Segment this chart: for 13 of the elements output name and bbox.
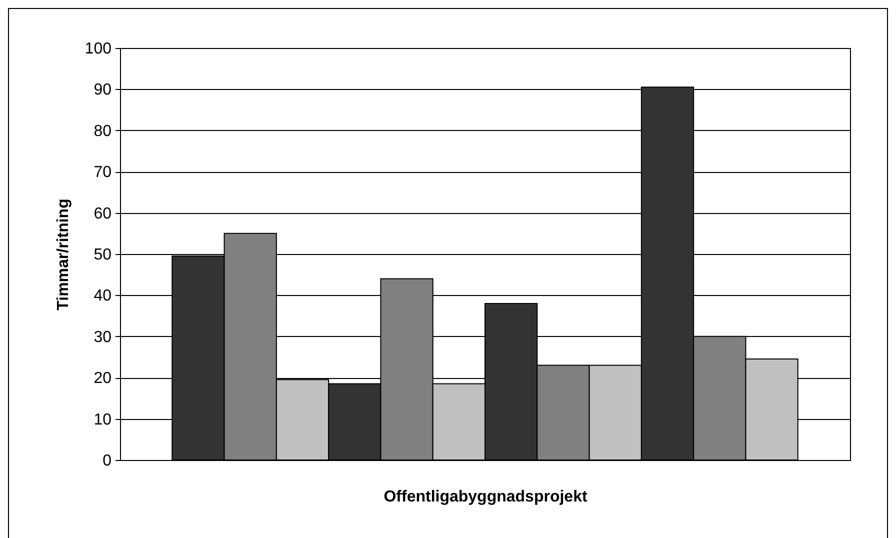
y-tick-label: 0 [102, 452, 112, 470]
y-tick-label: 90 [94, 82, 112, 99]
y-tick-label: 10 [94, 411, 112, 428]
y-tick-label: 70 [94, 164, 112, 182]
y-tick-label: 50 [94, 246, 112, 264]
y-tick-label: 30 [94, 328, 112, 346]
y-tick-label: 100 [84, 40, 112, 58]
y-axis-title: Timmar/ritning [54, 198, 72, 310]
y-tick-label: 60 [94, 205, 112, 222]
y-tick-label: 80 [94, 122, 112, 140]
y-tick-label: 20 [94, 370, 112, 388]
y-tick-label: 40 [94, 288, 112, 305]
x-axis-title: Offentligabyggnadsprojekt [384, 488, 588, 506]
